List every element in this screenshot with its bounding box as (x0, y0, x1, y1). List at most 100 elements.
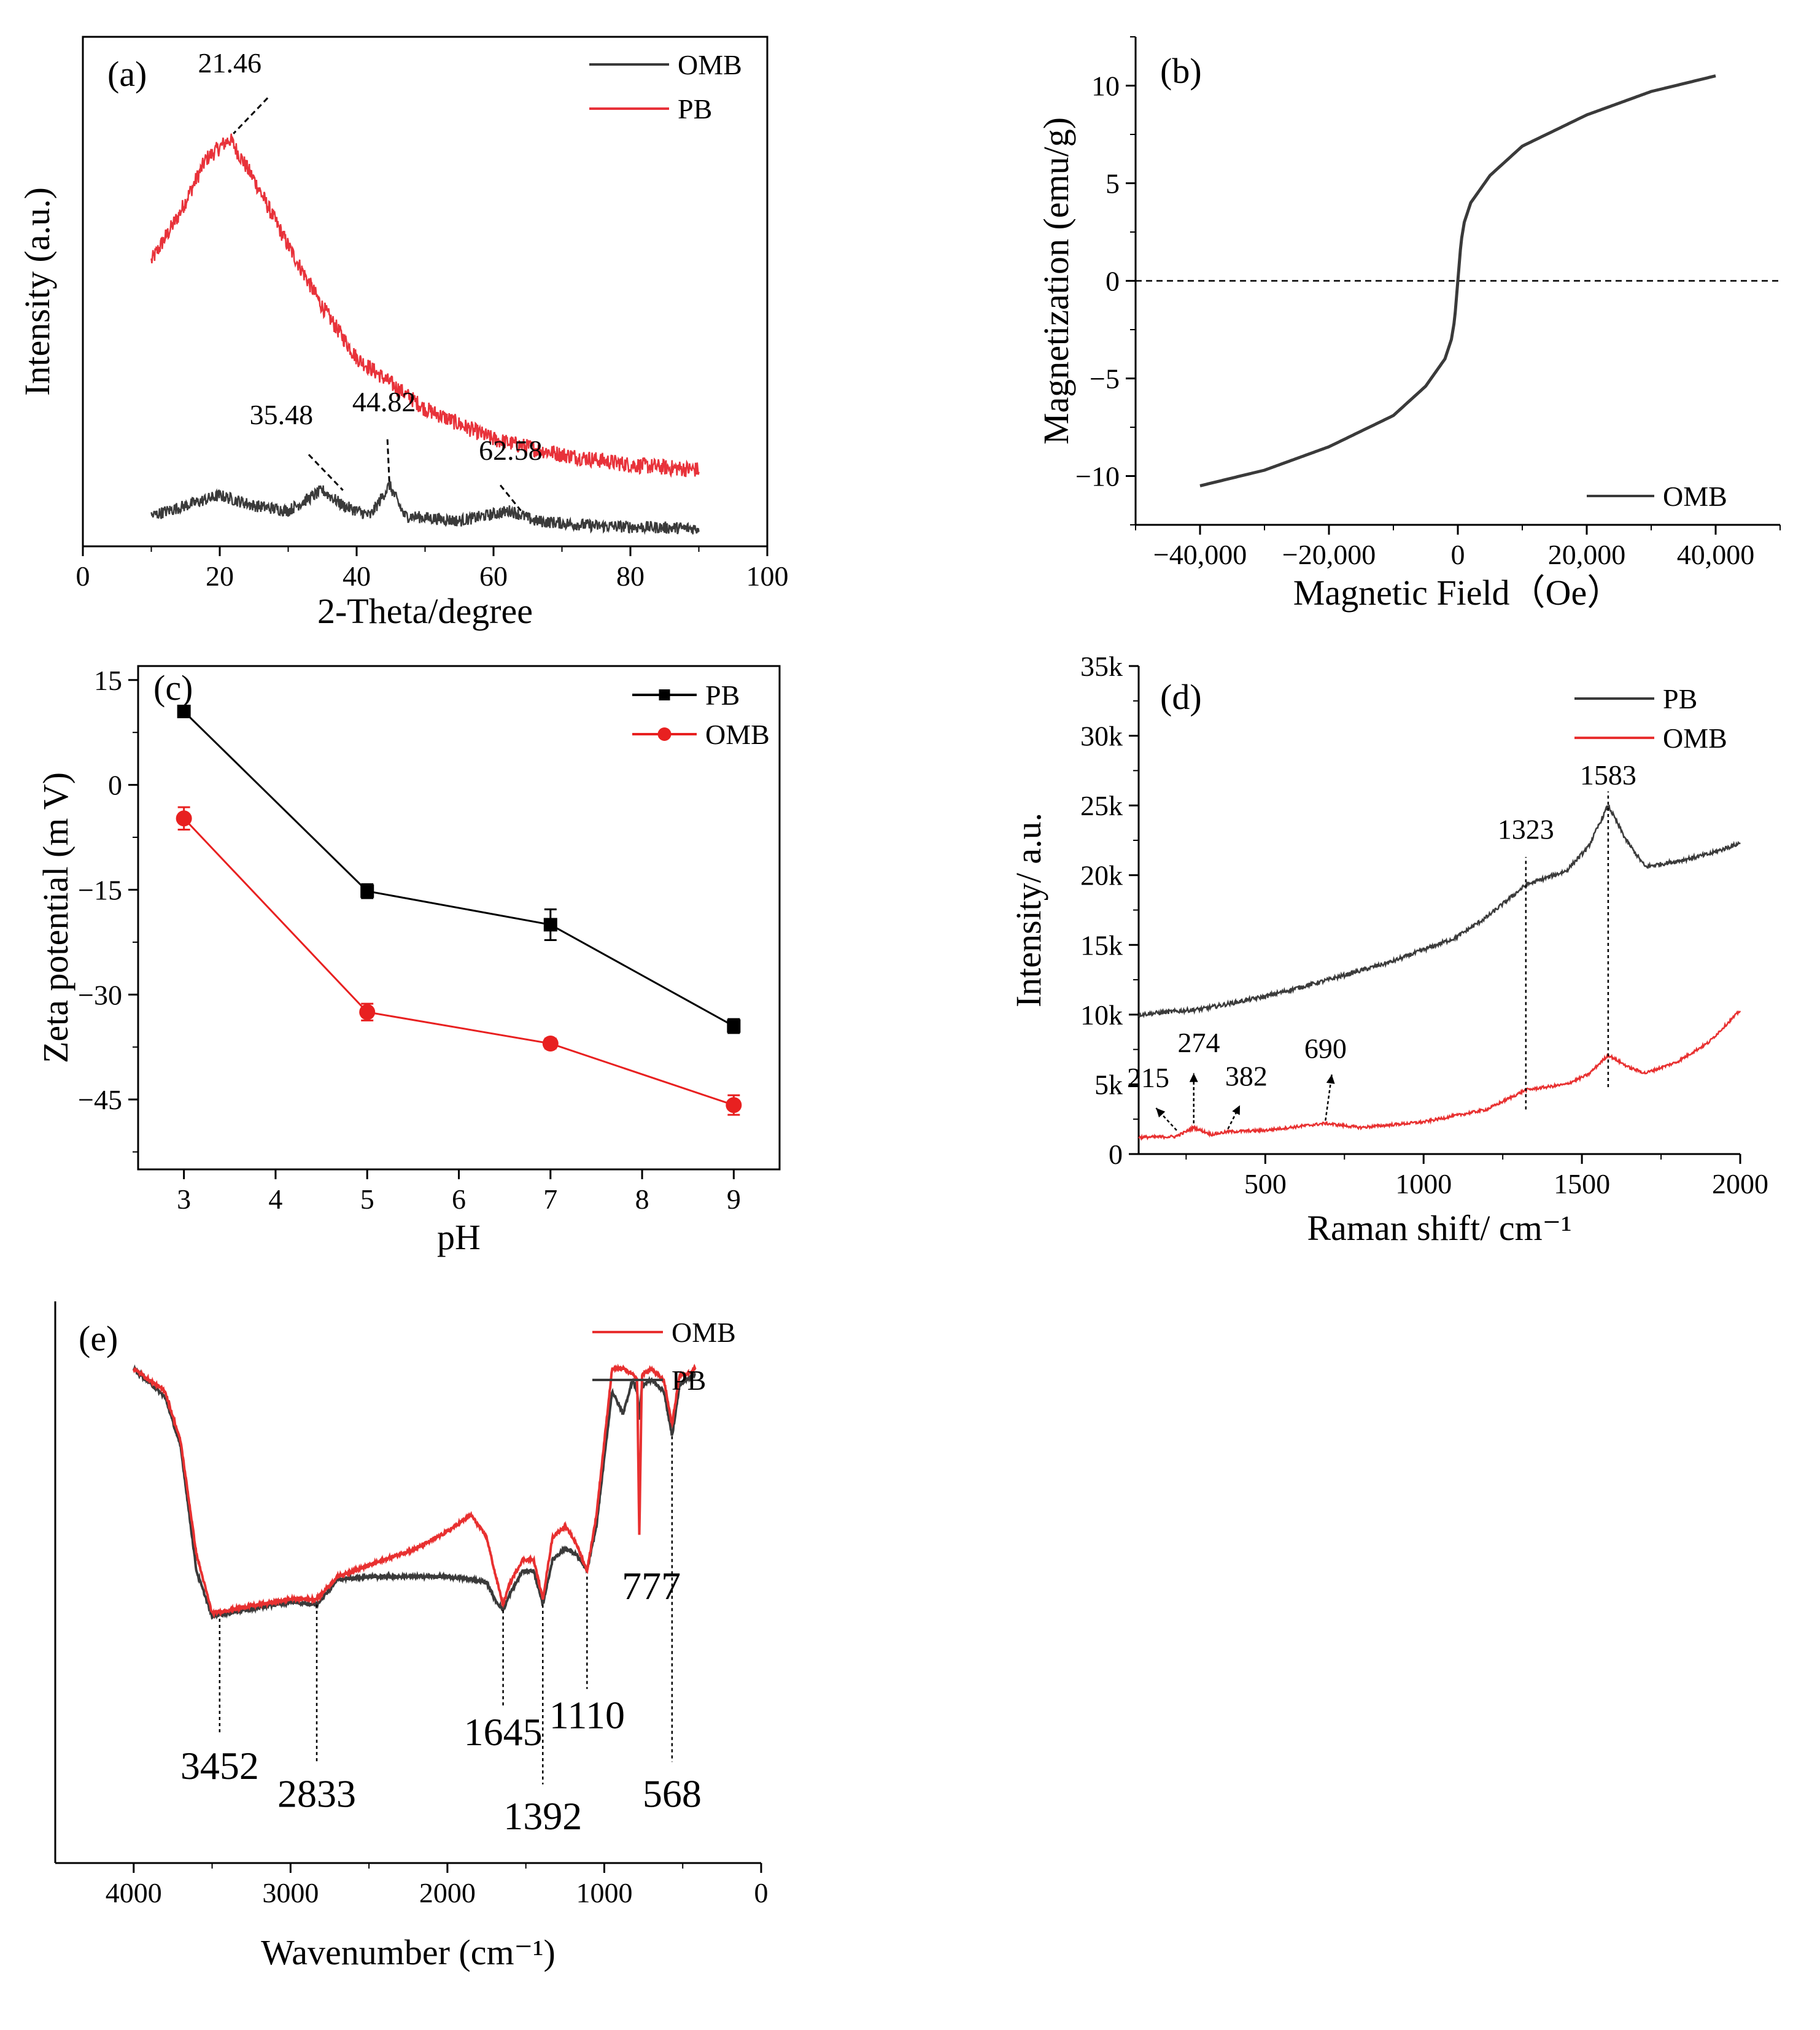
y-axis-title: Magnetization (emu/g) (1036, 117, 1076, 444)
y-tick-label: 20k (1080, 860, 1123, 891)
x-tick-label: 2000 (1712, 1168, 1768, 1199)
annotation-label: 62.58 (479, 435, 543, 466)
x-axis-title: Raman shift/ cm⁻¹ (1307, 1208, 1571, 1248)
x-tick-label: 20,000 (1548, 539, 1626, 570)
data-point-omb (726, 1097, 742, 1114)
y-tick-label: −15 (78, 874, 122, 905)
y-axis-title: Intensity (a.u.) (17, 187, 57, 396)
x-tick-label: 3000 (262, 1877, 319, 1908)
legend-entry-omb: OMB (589, 49, 742, 80)
x-tick-label: 80 (616, 560, 645, 592)
panel-label: (e) (79, 1319, 118, 1358)
x-tick-label: 7 (543, 1184, 557, 1215)
legend-label: PB (678, 93, 712, 125)
legend-label: OMB (678, 49, 742, 80)
annotation-label: 1583 (1580, 759, 1636, 791)
annotation-arrowhead (1189, 1073, 1198, 1082)
annotation-label: 382 (1225, 1061, 1268, 1092)
annotation-leader (308, 454, 344, 491)
annotation-arrowhead (1232, 1105, 1241, 1115)
legend-label: PB (1663, 683, 1697, 715)
panel-label: (b) (1160, 51, 1202, 91)
y-tick-label: 0 (1106, 266, 1120, 297)
x-tick-label: 5 (360, 1184, 374, 1215)
annotation-label: 35.48 (250, 399, 314, 430)
legend-label: OMB (705, 719, 770, 750)
series-line-omb (1138, 1010, 1741, 1141)
x-tick-label: −40,000 (1153, 539, 1247, 570)
annotation-label: 2833 (277, 1772, 356, 1816)
series-line-pb (150, 133, 700, 478)
panel-a-axes: 0 20 40 60 80 100 2-Theta/degree Intensity (a.u… (17, 36, 789, 631)
legend-marker (657, 727, 672, 741)
annotation-arrowhead (1326, 1074, 1335, 1084)
plot-frame (137, 665, 781, 1171)
panel-label: (a) (107, 54, 147, 94)
y-tick-label: 15 (94, 665, 122, 696)
annotation-label: 215 (1127, 1062, 1169, 1093)
y-tick-label: −30 (78, 979, 122, 1010)
x-tick-label: 60 (479, 560, 508, 592)
y-tick-label: −10 (1075, 461, 1120, 492)
x-tick-label: −20,000 (1282, 539, 1376, 570)
legend-label: PB (672, 1365, 706, 1396)
data-point-pb (543, 918, 557, 932)
x-tick-label: 1500 (1554, 1168, 1610, 1199)
x-tick-label: 9 (727, 1184, 741, 1215)
annotation-label: 44.82 (352, 386, 416, 417)
x-tick-label: 0 (76, 560, 90, 592)
annotation-label: 1392 (503, 1794, 582, 1838)
panel-b-axes: −40,000 −20,000 0 20,000 40,000 −10 −5 0 5 10 Magn… (1036, 36, 1781, 613)
annotation-label: 274 (1178, 1027, 1220, 1058)
legend-entry-omb: OMB (1574, 723, 1727, 754)
y-tick-label: 25k (1080, 790, 1123, 821)
x-tick-label: 100 (746, 560, 789, 592)
legend-entry-pb: PB (592, 1365, 706, 1396)
y-axis-title: Zeta potential (m V) (36, 772, 76, 1063)
y-tick-label: 15k (1080, 929, 1123, 961)
annotation-label: 1645 (464, 1710, 543, 1754)
series-line-pb (183, 710, 735, 1027)
legend-label: OMB (1663, 723, 1727, 754)
y-axis-title: Intensity/ a.u. (1009, 813, 1048, 1007)
annotation-label: 21.46 (198, 47, 262, 79)
legend-entry-omb: OMB (592, 1317, 736, 1348)
annotation-label: 777 (622, 1564, 681, 1608)
series-line-pb (132, 1364, 697, 1621)
x-tick-label: 0 (1451, 539, 1465, 570)
panel-label: (d) (1160, 677, 1202, 717)
legend-entry-omb: OMB (1587, 481, 1727, 512)
annotation-label: 1110 (549, 1693, 625, 1737)
data-point-pb (177, 705, 191, 719)
annotation-label: 690 (1304, 1032, 1347, 1064)
x-tick-label: 500 (1244, 1168, 1287, 1199)
annotation-label: 1323 (1498, 814, 1554, 845)
x-axis-title: 2-Theta/degree (317, 591, 533, 631)
x-tick-label: 40,000 (1677, 539, 1755, 570)
x-tick-label: 0 (754, 1877, 769, 1908)
legend-label: PB (705, 680, 740, 711)
x-tick-label: 8 (635, 1184, 649, 1215)
series-line-omb (1199, 74, 1716, 487)
y-tick-label: −5 (1090, 363, 1120, 395)
x-tick-label: 1000 (1395, 1168, 1452, 1199)
x-tick-label: 40 (343, 560, 371, 592)
annotation-leader (386, 439, 391, 486)
x-axis-title: pH (437, 1217, 481, 1257)
panel-label: (c) (153, 668, 193, 708)
x-tick-label: 20 (206, 560, 234, 592)
panel-c-axes: 3 4 5 6 7 8 9 15 0 −15 −30 −45 pH Zeta potential (m V… (36, 665, 781, 1257)
series-line-omb (132, 1363, 697, 1619)
y-tick-label: 0 (1109, 1139, 1123, 1170)
legend-marker (659, 689, 670, 700)
annotation-label: 568 (643, 1772, 702, 1816)
panel-e-axes: 4000 3000 2000 1000 0 Wavenumber (cm⁻¹) (e) (54, 1301, 769, 1972)
annotation-leader (499, 484, 522, 511)
legend-entry-omb: OMB (632, 719, 770, 750)
x-tick-label: 4 (268, 1184, 282, 1215)
x-tick-label: 1000 (576, 1877, 632, 1908)
series-line-omb (150, 481, 700, 535)
annotation-arrowhead (1156, 1108, 1166, 1118)
y-tick-label: 0 (108, 770, 122, 801)
